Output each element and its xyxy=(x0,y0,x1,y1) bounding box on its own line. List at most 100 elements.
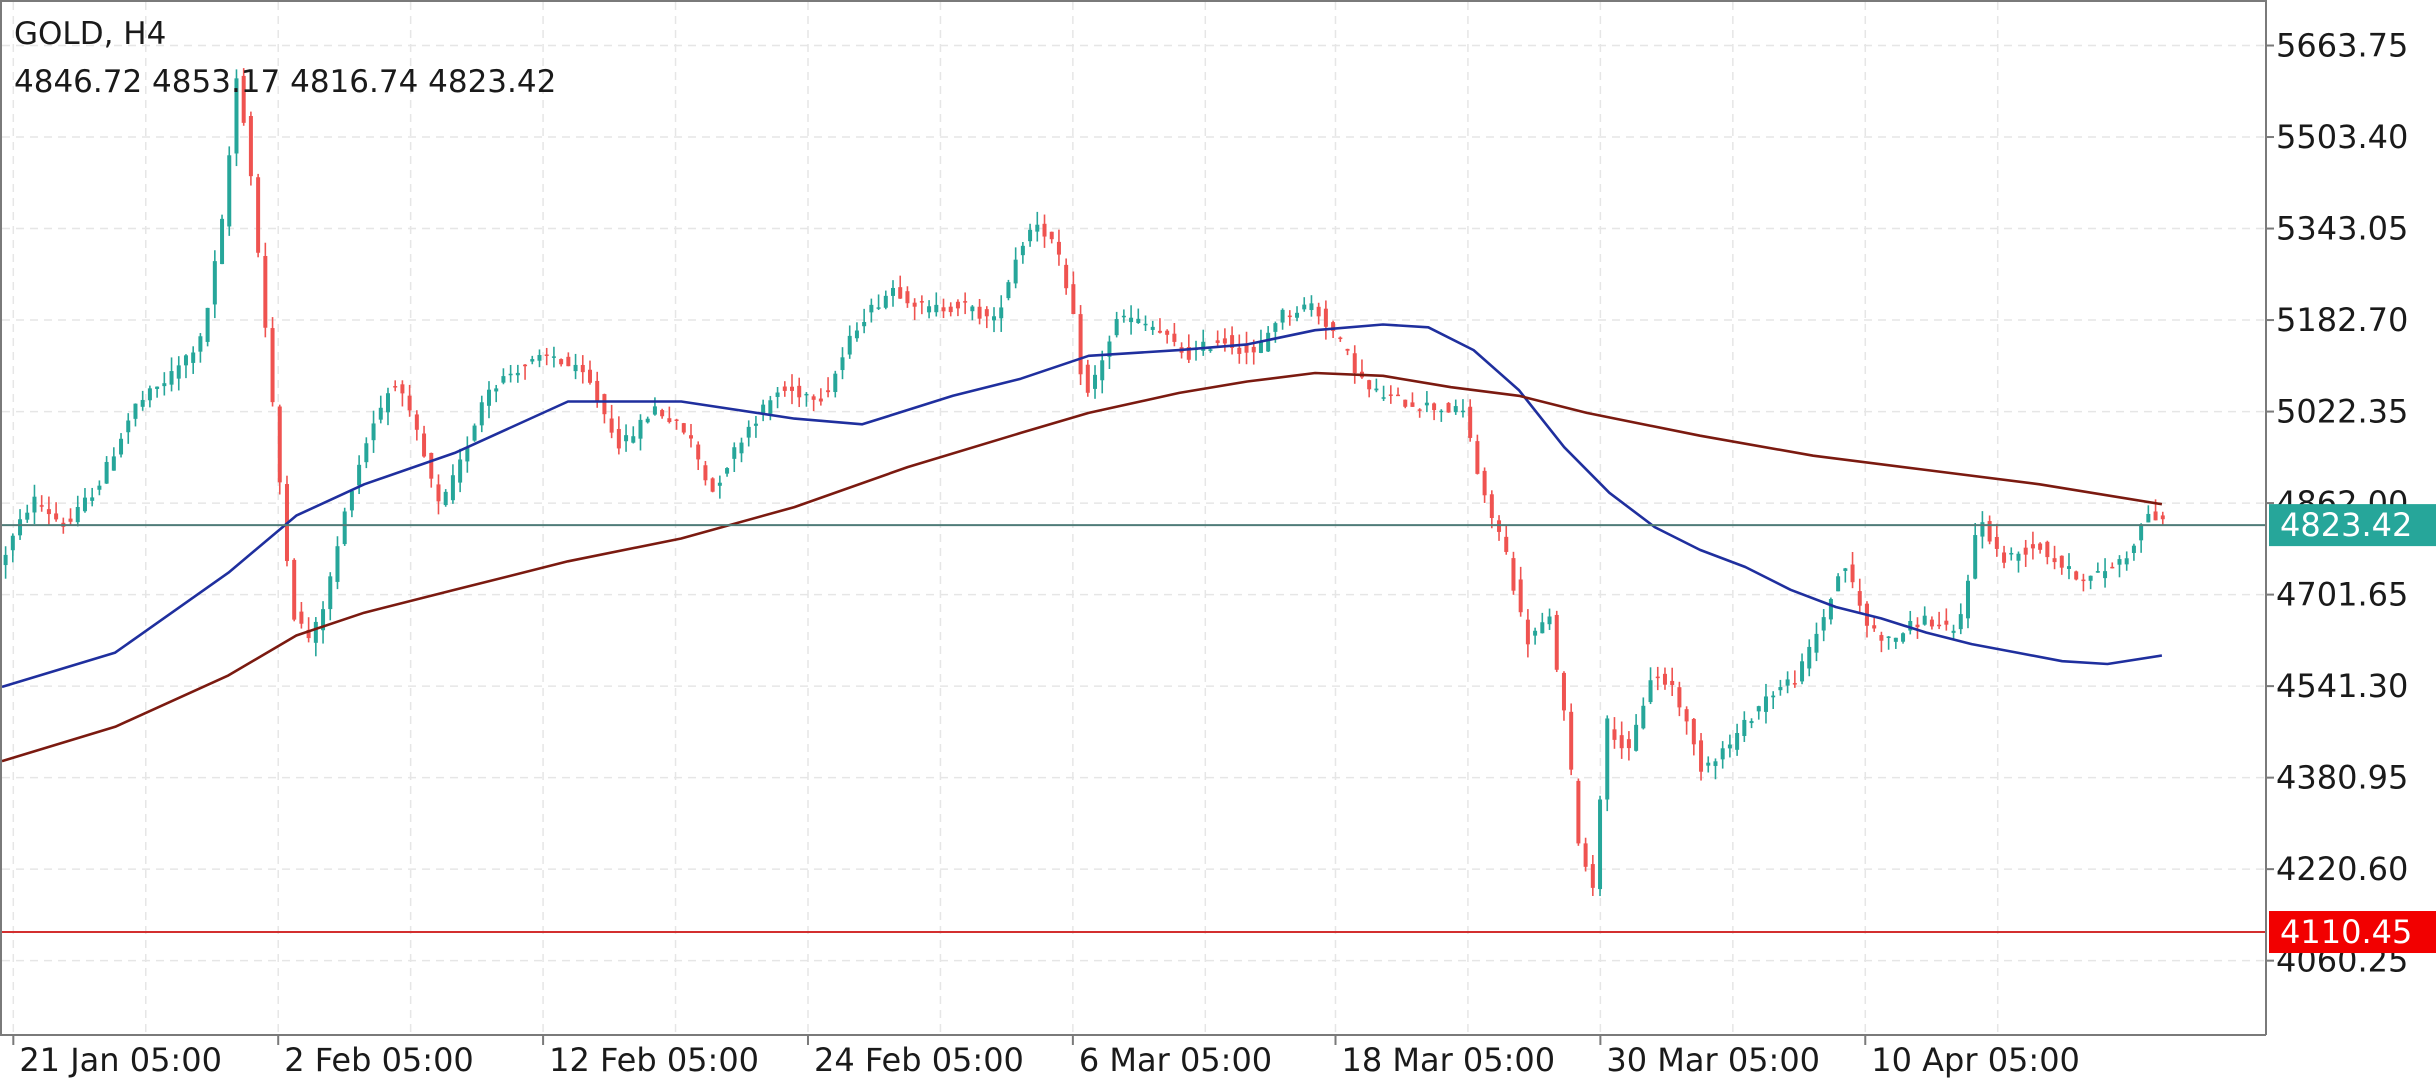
candle-body-bear xyxy=(1085,364,1090,393)
candle-body-bear xyxy=(1237,347,1242,354)
candle-body-bear xyxy=(1879,635,1884,641)
candle-body-bear xyxy=(1554,614,1559,670)
candle-body-bull xyxy=(1453,406,1458,413)
candle-body-bull xyxy=(1958,614,1963,630)
y-tick-label: 4541.30 xyxy=(2276,667,2408,705)
candle-body-bear xyxy=(277,406,282,483)
candle-body-bull xyxy=(1965,580,1970,619)
candle-body-bull xyxy=(739,442,744,454)
candle-body-bull xyxy=(515,372,520,376)
candle-body-bear xyxy=(1655,676,1660,679)
candle-body-bear xyxy=(790,386,795,391)
candle-body-bear xyxy=(1056,241,1061,255)
candle-body-bear xyxy=(2081,579,2086,582)
candle-body-bull xyxy=(717,482,722,486)
candle-body-bear xyxy=(1186,347,1191,360)
candle-body-bull xyxy=(472,425,477,441)
candle-body-bear xyxy=(616,428,621,449)
candle-body-bear xyxy=(1489,494,1494,519)
candle-body-bull xyxy=(378,407,383,420)
candle-body-bull xyxy=(10,535,15,551)
candle-body-bear xyxy=(436,484,441,502)
candle-body-bear xyxy=(400,384,405,394)
candle-body-bull xyxy=(876,307,881,309)
candle-body-bear xyxy=(1619,735,1624,749)
candle-body-bull xyxy=(313,621,318,643)
candle-body-bull xyxy=(1980,522,1985,537)
candle-body-bull xyxy=(1013,259,1018,284)
candle-body-bull xyxy=(934,304,939,313)
candle-body-bear xyxy=(1569,711,1574,770)
candle-body-bear xyxy=(407,395,412,411)
candle-body-bear xyxy=(544,354,549,356)
candle-body-bull xyxy=(1020,245,1025,256)
candle-body-bear xyxy=(941,307,946,312)
candle-body-bear xyxy=(977,306,982,319)
candle-body-bear xyxy=(1482,470,1487,496)
candle-body-bull xyxy=(1150,326,1155,330)
candle-body-bear xyxy=(696,444,701,460)
candle-body-bear xyxy=(1403,399,1408,407)
candle-body-bull xyxy=(1778,687,1783,691)
candle-body-bull xyxy=(1381,397,1386,399)
candle-body-bull xyxy=(1208,349,1213,351)
candle-body-bear xyxy=(292,559,297,620)
candle-body-bull xyxy=(1648,680,1653,703)
candle-body-bull xyxy=(97,485,102,490)
candle-body-bull xyxy=(205,307,210,342)
candle-body-bear xyxy=(1677,687,1682,708)
candle-body-bull xyxy=(82,497,87,512)
candle-body-bull xyxy=(1295,312,1300,318)
candle-body-bull xyxy=(2146,513,2151,523)
candle-body-bear xyxy=(1417,409,1422,411)
candle-body-bear xyxy=(1857,591,1862,606)
candle-body-bull xyxy=(1035,224,1040,232)
y-tick-label: 4220.60 xyxy=(2276,850,2408,888)
candle-body-bear xyxy=(566,356,571,367)
candle-body-bear xyxy=(422,433,427,457)
candle-body-bear xyxy=(580,364,585,373)
candle-body-bear xyxy=(919,301,924,303)
candle-body-bear xyxy=(559,359,564,365)
candle-body-bear xyxy=(1042,223,1047,237)
candle-body-bear xyxy=(2045,541,2050,558)
candle-body-bear xyxy=(1583,843,1588,867)
candle-body-bear xyxy=(984,309,989,317)
candle-body-bull xyxy=(126,420,131,433)
candle-body-bear xyxy=(1518,579,1523,613)
candle-body-bull xyxy=(227,155,232,227)
candle-body-bull xyxy=(1309,303,1314,311)
candle-body-bear xyxy=(609,418,614,433)
candle-body-bear xyxy=(270,328,275,403)
candle-body-bear xyxy=(912,302,917,307)
candle-body-bull xyxy=(147,388,152,401)
x-tick-label: 24 Feb 05:00 xyxy=(814,1041,1024,1079)
candle-body-bear xyxy=(54,513,59,520)
candle-body-bull xyxy=(862,322,867,327)
moving-average-fast-line xyxy=(1,323,2163,689)
candle-body-bull xyxy=(169,371,174,385)
candle-body-bear xyxy=(1475,441,1480,474)
x-tick-label: 30 Mar 05:00 xyxy=(1606,1041,1820,1079)
candle-body-bull xyxy=(176,365,181,379)
candle-body-bull xyxy=(624,435,629,442)
candle-body-bull xyxy=(104,461,109,484)
candle-body-bear xyxy=(1670,680,1675,686)
candle-body-bull xyxy=(1107,341,1112,357)
candle-body-bear xyxy=(660,410,665,417)
candle-body-bear xyxy=(782,386,787,391)
price-level-badge-box xyxy=(2269,911,2436,954)
x-tick-label: 12 Feb 05:00 xyxy=(549,1041,759,1079)
candle-body-bull xyxy=(1460,410,1465,413)
candle-body-bear xyxy=(1850,564,1855,583)
candle-body-bull xyxy=(732,447,737,459)
candle-body-bull xyxy=(1901,633,1906,642)
candle-body-bear xyxy=(1230,335,1235,348)
candle-body-bull xyxy=(371,423,376,441)
candle-body-bull xyxy=(1266,332,1271,352)
candle-body-bull xyxy=(840,357,845,371)
candle-body-bull xyxy=(854,330,859,339)
price-level-badge-text: 4110.45 xyxy=(2280,913,2412,951)
